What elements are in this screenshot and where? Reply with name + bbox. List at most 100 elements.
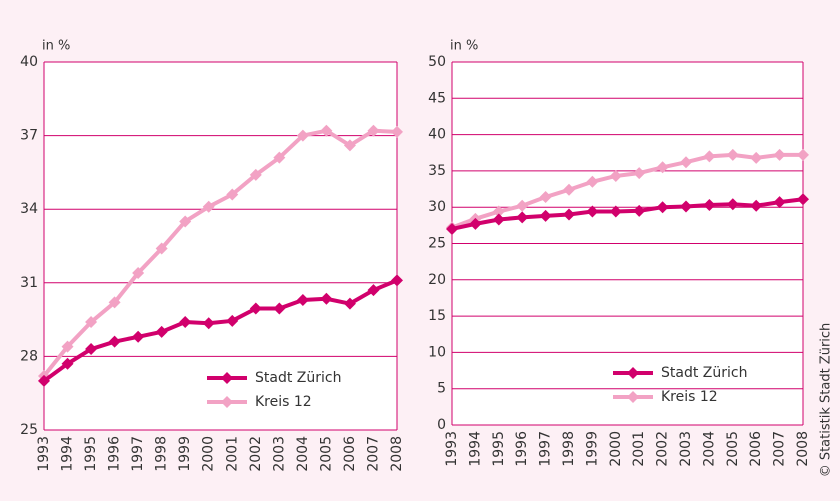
marker <box>296 129 309 142</box>
x-tick-label: 2001 <box>224 436 240 472</box>
y-tick-label: 31 <box>20 275 38 291</box>
series-line <box>451 152 803 230</box>
y-tick-label: 50 <box>428 54 446 70</box>
marker <box>773 196 786 209</box>
marker <box>750 151 763 164</box>
x-tick-label: 1996 <box>514 431 530 467</box>
y-tick-label: 45 <box>428 90 446 106</box>
legend-label: Stadt Zürich <box>661 365 747 381</box>
marker <box>202 317 215 330</box>
legend-marker <box>221 372 233 384</box>
marker <box>656 201 669 214</box>
x-tick-label: 2000 <box>201 436 217 472</box>
x-tick-label: 1998 <box>154 436 170 472</box>
x-tick-label: 1995 <box>83 436 99 472</box>
x-tick-label: 2005 <box>725 431 741 467</box>
marker <box>516 199 529 212</box>
marker <box>249 302 262 315</box>
legend-marker <box>221 396 233 408</box>
x-tick-label: 1999 <box>584 431 600 467</box>
x-tick-label: 1997 <box>130 436 146 472</box>
series-line <box>42 278 398 383</box>
marker <box>609 169 622 182</box>
marker <box>179 316 192 329</box>
marker <box>343 139 356 152</box>
marker <box>703 199 716 212</box>
marker <box>492 213 505 226</box>
marker <box>320 124 333 137</box>
marker <box>469 217 482 230</box>
marker <box>132 266 145 279</box>
marker <box>726 148 739 161</box>
marker <box>446 222 458 235</box>
marker <box>108 296 121 309</box>
marker <box>656 161 669 174</box>
x-tick-label: 1993 <box>36 436 52 472</box>
marker <box>226 314 239 327</box>
marker <box>726 198 739 211</box>
x-tick-label: 2006 <box>342 436 358 472</box>
y-tick-label: 30 <box>428 199 446 215</box>
y-tick-label: 5 <box>437 381 446 397</box>
x-tick-label: 2002 <box>655 431 671 467</box>
marker <box>226 188 239 201</box>
legend-label: Kreis 12 <box>661 389 718 405</box>
y-tick-label: 34 <box>20 201 38 217</box>
x-tick-label: 2004 <box>701 431 717 467</box>
marker <box>563 208 575 221</box>
y-tick-label: 28 <box>20 348 38 364</box>
legend-label: Kreis 12 <box>255 394 312 410</box>
x-tick-label: 2004 <box>295 436 311 472</box>
y-tick-label: 40 <box>428 127 446 143</box>
marker <box>132 330 145 343</box>
marker <box>750 199 763 212</box>
x-tick-label: 1994 <box>60 436 76 472</box>
y-tick-label: 15 <box>428 308 446 324</box>
marker <box>680 200 692 213</box>
y-axis-label: in % <box>450 39 478 54</box>
y-tick-label: 25 <box>20 422 38 438</box>
marker <box>633 167 646 180</box>
x-tick-label: 2000 <box>608 431 624 467</box>
marker <box>85 343 98 356</box>
marker <box>179 215 192 228</box>
x-tick-label: 2005 <box>318 436 334 472</box>
marker <box>38 374 50 387</box>
x-tick-label: 2008 <box>389 436 405 472</box>
marker <box>492 205 505 218</box>
x-tick-label: 2003 <box>678 431 694 467</box>
marker <box>539 191 552 204</box>
x-tick-label: 2003 <box>271 436 287 472</box>
y-tick-label: 35 <box>428 163 446 179</box>
marker <box>273 151 286 164</box>
plot-area <box>44 62 397 430</box>
marker <box>273 302 286 315</box>
marker <box>108 335 121 348</box>
marker <box>797 193 809 206</box>
marker <box>61 357 74 370</box>
legend-marker <box>627 391 639 403</box>
marker <box>703 150 716 163</box>
x-tick-label: 1998 <box>561 431 577 467</box>
marker <box>773 148 786 161</box>
legend-marker <box>627 367 639 379</box>
x-tick-label: 1996 <box>107 436 123 472</box>
marker <box>249 168 262 181</box>
marker <box>586 205 599 218</box>
marker <box>391 274 403 287</box>
x-tick-label: 2008 <box>795 431 811 467</box>
marker <box>367 124 380 137</box>
series-line <box>451 197 804 231</box>
x-tick-label: 2007 <box>365 436 381 472</box>
marker <box>320 292 333 305</box>
credit: © Statistik Stadt Zürich <box>819 323 834 478</box>
x-tick-label: 1993 <box>444 431 460 467</box>
marker <box>609 205 622 218</box>
marker <box>797 148 809 161</box>
x-tick-label: 1997 <box>538 431 554 467</box>
marker <box>296 293 309 306</box>
marker <box>202 200 215 213</box>
marker <box>516 211 529 224</box>
marker <box>343 297 356 310</box>
